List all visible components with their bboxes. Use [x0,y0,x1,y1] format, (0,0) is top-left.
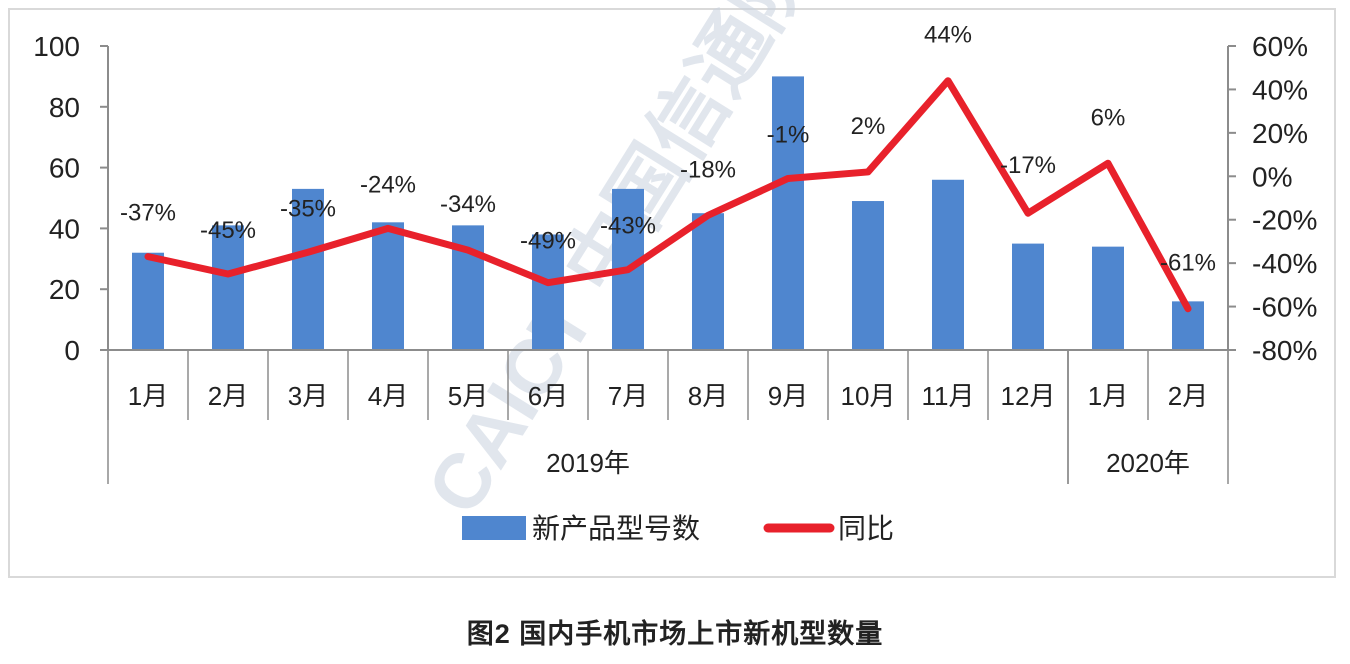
legend-line-label: 同比 [838,513,894,544]
data-label: 44% [924,22,972,49]
bar [1012,243,1044,350]
y-tick-label: 20 [49,274,80,305]
x-tick-label: 5月 [448,381,488,411]
x-tick-label: 6月 [528,381,568,411]
x-tick-label: 11月 [922,381,975,411]
y-tick-label: 40 [49,213,80,244]
data-label: -34% [440,191,496,218]
y-tick-label: 60 [49,153,80,184]
y2-tick-label: -60% [1252,292,1317,323]
data-label: -43% [600,213,656,240]
bar [372,222,404,350]
bar [852,201,884,350]
combo-chart: CAICT 中国信通院020406080100-80%-60%-40%-20%0… [33,0,1317,544]
x-tick-label: 9月 [768,381,808,411]
group-label: 2020年 [1106,448,1190,478]
data-label: -17% [1000,152,1056,179]
data-label: -61% [1160,250,1216,277]
x-tick-label: 10月 [841,381,896,411]
data-label: -18% [680,156,736,183]
data-label: -49% [520,228,576,255]
y-tick-label: 100 [33,31,80,62]
x-tick-label: 2月 [1168,381,1208,411]
y-tick-label: 0 [64,335,80,366]
bar [772,76,804,351]
legend-bar-swatch [462,516,526,540]
x-tick-label: 3月 [288,381,328,411]
y2-tick-label: 0% [1252,161,1292,192]
bar [932,179,964,350]
y2-tick-label: -40% [1252,248,1317,279]
group-label: 2019年 [546,448,630,478]
data-label: -45% [200,217,256,244]
y2-tick-label: 40% [1252,74,1308,105]
x-tick-label: 2月 [208,381,248,411]
y2-tick-label: 20% [1252,118,1308,149]
x-tick-label: 8月 [688,381,728,411]
bar [132,252,164,350]
data-label: -24% [360,171,416,198]
bar [212,225,244,350]
data-label: 2% [851,113,886,140]
y2-tick-label: -80% [1252,335,1317,366]
legend-bar-label: 新产品型号数 [532,513,700,544]
yoy-line [144,77,1192,313]
data-label: -35% [280,195,336,222]
x-tick-label: 12月 [1001,381,1056,411]
x-tick-label: 4月 [368,381,408,411]
bar [1092,246,1124,350]
y2-tick-label: -20% [1252,205,1317,236]
data-label: -1% [767,121,810,148]
x-tick-label: 1月 [128,381,168,411]
x-tick-label: 7月 [608,381,648,411]
bar [692,213,724,350]
y-tick-label: 80 [49,92,80,123]
data-label: 6% [1091,104,1126,131]
figure-caption: 图2 国内手机市场上市新机型数量 [466,619,884,649]
y2-tick-label: 60% [1252,31,1308,62]
bar [292,188,324,350]
x-tick-label: 1月 [1088,381,1128,411]
bar [532,234,564,350]
data-label: -37% [120,200,176,227]
